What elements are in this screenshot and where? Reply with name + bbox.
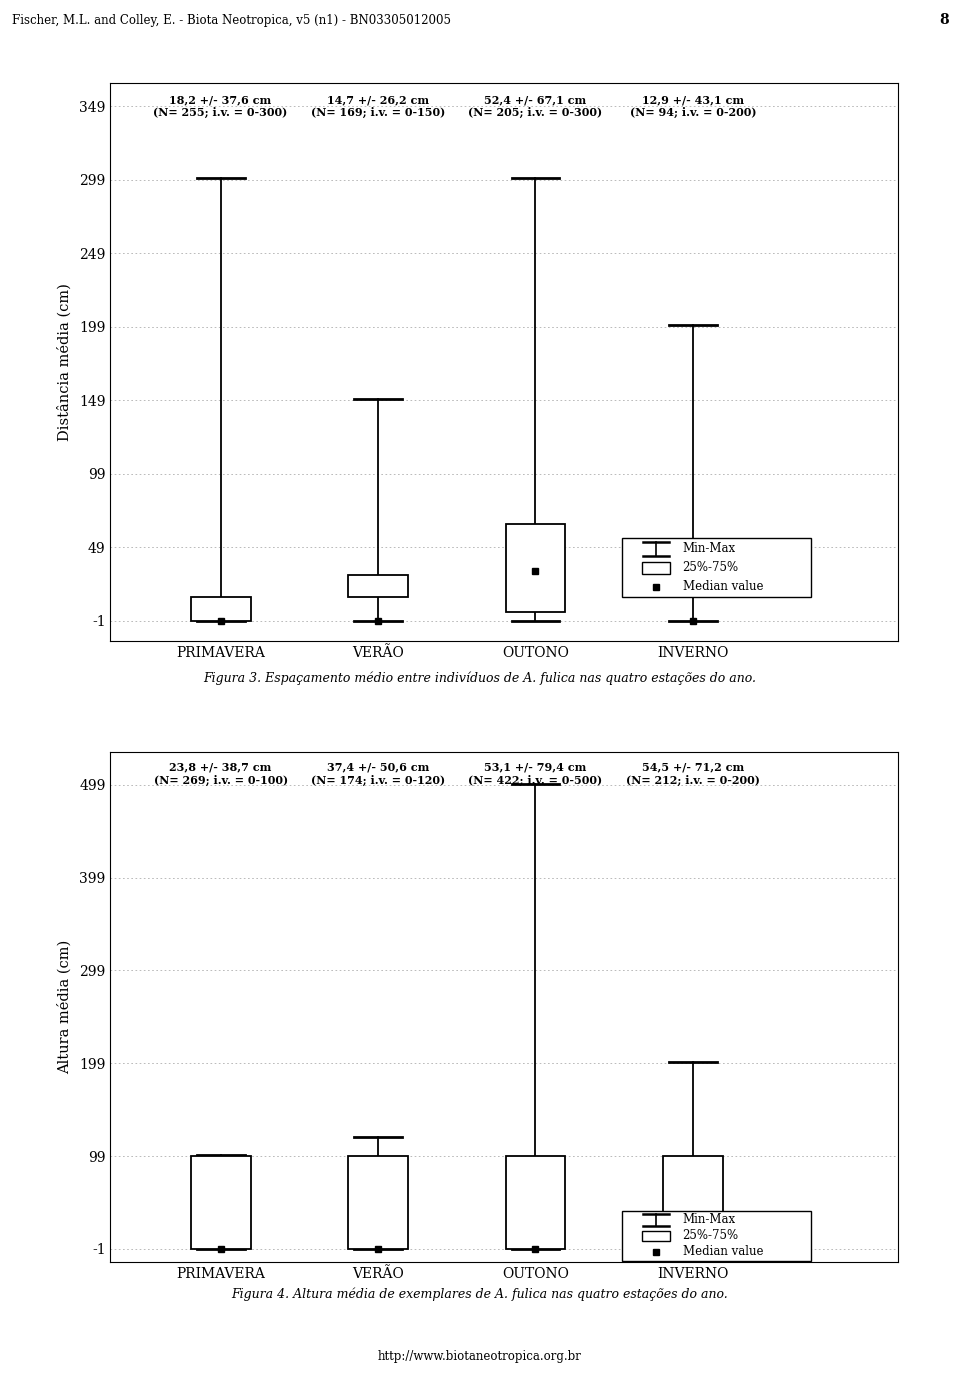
Y-axis label: Distância média (cm): Distância média (cm) xyxy=(58,283,72,441)
Text: 52,4 +/- 67,1 cm
(N= 205; i.v. = 0-300): 52,4 +/- 67,1 cm (N= 205; i.v. = 0-300) xyxy=(468,94,603,117)
Text: 25%-75%: 25%-75% xyxy=(683,1229,738,1242)
Y-axis label: Altura média (cm): Altura média (cm) xyxy=(58,939,72,1074)
Text: 14,7 +/- 26,2 cm
(N= 169; i.v. = 0-150): 14,7 +/- 26,2 cm (N= 169; i.v. = 0-150) xyxy=(311,94,445,117)
Text: 12,9 +/- 43,1 cm
(N= 94; i.v. = 0-200): 12,9 +/- 43,1 cm (N= 94; i.v. = 0-200) xyxy=(630,94,756,117)
Bar xyxy=(506,1156,565,1249)
Text: 23,8 +/- 38,7 cm
(N= 269; i.v. = 0-100): 23,8 +/- 38,7 cm (N= 269; i.v. = 0-100) xyxy=(154,761,288,786)
Text: Min-Max: Min-Max xyxy=(683,542,735,556)
Bar xyxy=(506,524,565,612)
Bar xyxy=(663,1156,723,1249)
Text: http://www.biotaneotropica.org.br: http://www.biotaneotropica.org.br xyxy=(378,1350,582,1364)
Bar xyxy=(642,1231,670,1241)
Bar xyxy=(622,538,811,597)
Text: Min-Max: Min-Max xyxy=(683,1214,735,1226)
Text: 25%-75%: 25%-75% xyxy=(683,561,738,574)
Text: Figura 3. Espaçamento médio entre indivíduos de A. fulica nas quatro estações do: Figura 3. Espaçamento médio entre indiví… xyxy=(204,672,756,684)
Text: 54,5 +/- 71,2 cm
(N= 212; i.v. = 0-200): 54,5 +/- 71,2 cm (N= 212; i.v. = 0-200) xyxy=(626,761,760,786)
Text: 53,1 +/- 79,4 cm
(N= 422; i.v. = 0-500): 53,1 +/- 79,4 cm (N= 422; i.v. = 0-500) xyxy=(468,761,603,786)
Bar xyxy=(348,1156,408,1249)
Text: Fischer, M.L. and Colley, E. - Biota Neotropica, v5 (n1) - BN03305012005: Fischer, M.L. and Colley, E. - Biota Neo… xyxy=(12,14,450,28)
Bar xyxy=(191,597,251,621)
Text: 18,2 +/- 37,6 cm
(N= 255; i.v. = 0-300): 18,2 +/- 37,6 cm (N= 255; i.v. = 0-300) xyxy=(154,94,288,117)
Text: 8: 8 xyxy=(939,14,948,28)
Bar xyxy=(642,561,670,574)
Text: 37,4 +/- 50,6 cm
(N= 174; i.v. = 0-120): 37,4 +/- 50,6 cm (N= 174; i.v. = 0-120) xyxy=(311,761,445,786)
Bar xyxy=(663,575,723,597)
Text: Median value: Median value xyxy=(683,581,763,593)
Text: Figura 4. Altura média de exemplares de A. fulica nas quatro estações do ano.: Figura 4. Altura média de exemplares de … xyxy=(231,1288,729,1302)
Bar xyxy=(191,1156,251,1249)
Bar xyxy=(348,575,408,597)
Bar xyxy=(622,1211,811,1260)
Text: Median value: Median value xyxy=(683,1245,763,1259)
